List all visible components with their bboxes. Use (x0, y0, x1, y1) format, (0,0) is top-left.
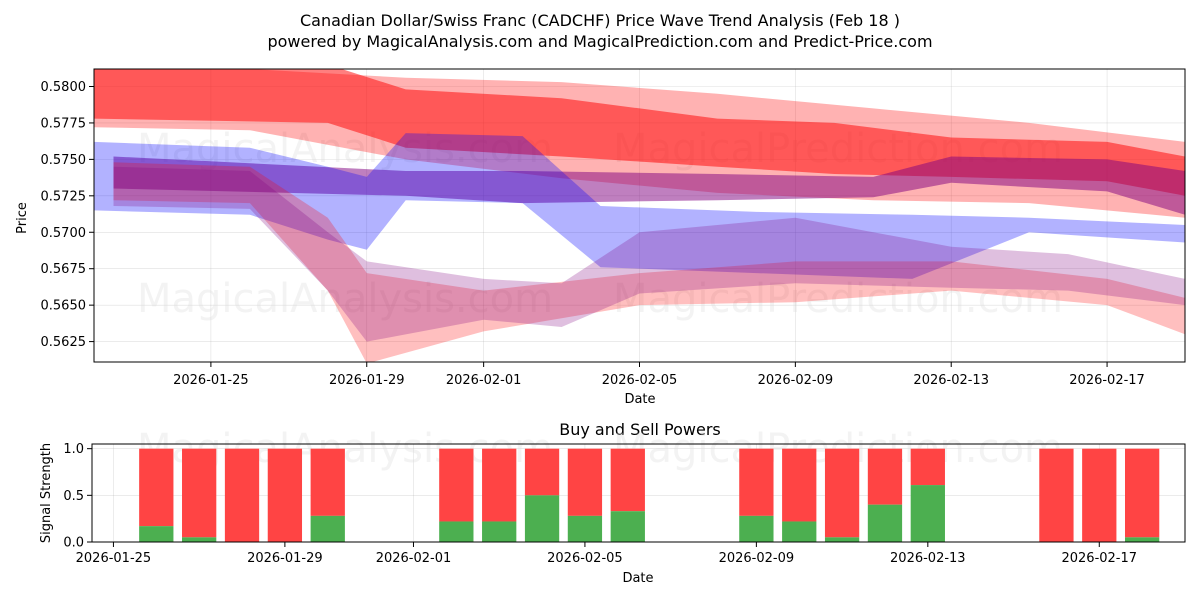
signal-bars (139, 448, 1160, 542)
buy-bar (867, 504, 903, 542)
sell-bar (824, 448, 860, 538)
price-x-tick-label: 2026-01-25 (173, 373, 249, 388)
sell-bar (910, 448, 945, 486)
price-x-label: Date (624, 392, 655, 407)
price-y-label: Price (15, 202, 30, 234)
buy-bar (739, 515, 774, 542)
sell-bar (482, 448, 517, 522)
sell-bar (224, 448, 260, 542)
price-wave-bands (94, 69, 1185, 362)
signal-y-ticks: 0.0 0.5 1.0 (63, 442, 92, 551)
sell-bar (610, 448, 645, 512)
sell-bar (782, 448, 817, 522)
buy-bar (439, 521, 474, 542)
price-x-tick-label: 2026-02-13 (913, 373, 989, 388)
sell-bar (867, 448, 903, 505)
sell-bar (1082, 448, 1117, 542)
buy-bar (482, 521, 517, 542)
price-y-tick-label: 0.5800 (41, 80, 87, 95)
buy-bar (182, 537, 217, 542)
watermark-left-mid: MagicalAnalysis.com (137, 276, 553, 322)
buy-bar (782, 521, 817, 542)
signal-x-label: Date (622, 571, 653, 586)
sell-bar (182, 448, 217, 538)
buy-bar (310, 515, 345, 542)
price-wave-chart: MagicalAnalysis.com MagicalPrediction.co… (15, 68, 1186, 407)
price-y-tick-label: 0.5700 (41, 226, 87, 241)
sell-bar (439, 448, 474, 522)
signal-x-tick-label: 2026-01-25 (76, 551, 152, 566)
price-y-tick-label: 0.5750 (41, 153, 87, 168)
price-x-tick-label: 2026-02-09 (758, 373, 834, 388)
price-y-ticks: 0.5625 0.5650 0.5675 0.5700 0.5725 0.5750 0.57… (41, 80, 94, 350)
buy-bar (910, 485, 945, 542)
sell-bar (267, 448, 303, 542)
sell-bar (567, 448, 603, 516)
sell-bar (310, 448, 345, 516)
wave-band-purple-high-wave (113, 156, 1185, 215)
buy-bar (824, 537, 860, 542)
sell-bar (739, 448, 774, 516)
sell-bar (524, 448, 560, 496)
price-y-tick-label: 0.5775 (41, 116, 87, 131)
signal-x-tick-label: 2026-02-01 (376, 551, 452, 566)
wave-band-red-wave-upper (94, 69, 1185, 196)
sell-bar (1124, 448, 1160, 538)
buy-sell-chart: Buy and Sell Powers MagicalAnalysis.com … (39, 420, 1186, 586)
price-x-tick-label: 2026-02-17 (1069, 373, 1145, 388)
price-x-ticks: 2026-01-25 2026-01-29 2026-02-01 2026-02-05… (173, 362, 1145, 388)
signal-y-tick-label: 0.5 (63, 489, 84, 504)
price-x-tick-label: 2026-02-01 (446, 373, 522, 388)
buy-bar (1124, 537, 1160, 542)
signal-x-tick-label: 2026-02-05 (547, 551, 623, 566)
price-x-tick-label: 2026-02-05 (602, 373, 678, 388)
sell-bar (139, 448, 174, 527)
signal-x-tick-label: 2026-02-09 (719, 551, 795, 566)
signal-y-label: Signal Strength (39, 443, 54, 543)
price-y-tick-label: 0.5675 (41, 262, 87, 277)
buy-bar (610, 511, 645, 542)
price-x-tick-label: 2026-01-29 (329, 373, 405, 388)
signal-x-tick-label: 2026-02-17 (1061, 551, 1137, 566)
signal-x-ticks: 2026-01-25 2026-01-29 2026-02-01 2026-02-05… (76, 542, 1137, 566)
price-y-tick-label: 0.5650 (41, 299, 87, 314)
sell-bar (1039, 448, 1074, 542)
wave-band-red-lower-waves (113, 162, 1185, 362)
wave-band-blue-wave (94, 133, 1185, 279)
price-y-tick-label: 0.5625 (41, 335, 87, 350)
wave-band-purple-lower-waves (113, 166, 1185, 342)
signal-y-tick-label: 0.0 (63, 536, 84, 551)
signal-y-tick-label: 1.0 (63, 442, 84, 457)
signal-x-tick-label: 2026-02-13 (890, 551, 966, 566)
chart-title: Canadian Dollar/Swiss Franc (CADCHF) Pri… (300, 11, 900, 30)
buy-bar (567, 515, 603, 542)
buy-sell-title: Buy and Sell Powers (559, 420, 721, 439)
chart-subtitle: powered by MagicalAnalysis.com and Magic… (267, 32, 932, 51)
signal-plot-frame (91, 443, 1186, 543)
watermark-right-mid: MagicalPrediction.com (613, 276, 1063, 322)
buy-bar (139, 526, 174, 542)
price-y-tick-label: 0.5725 (41, 189, 87, 204)
signal-x-tick-label: 2026-01-29 (247, 551, 323, 566)
buy-bar (524, 495, 560, 542)
